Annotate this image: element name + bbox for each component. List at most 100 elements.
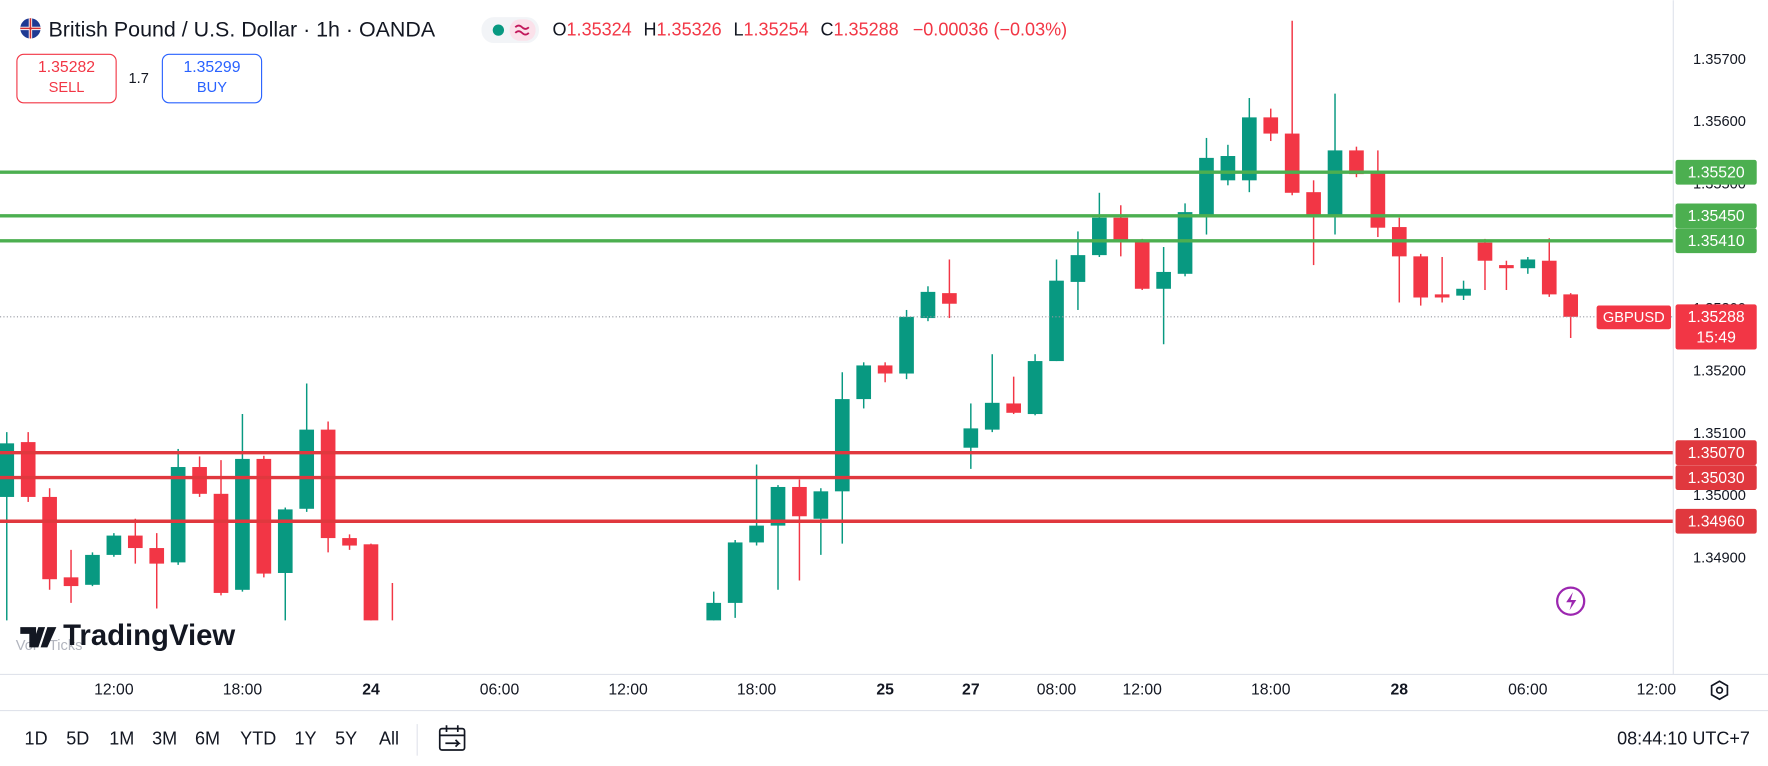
candle-body	[1177, 212, 1193, 274]
ohlc-value: 1.35324	[567, 19, 632, 39]
candle	[1027, 354, 1043, 416]
candle	[1456, 280, 1471, 300]
range-button[interactable]: 3M	[152, 729, 177, 749]
candle	[1156, 247, 1171, 345]
candle-body	[1306, 192, 1321, 216]
candle	[1477, 238, 1493, 291]
sell-button[interactable]	[16, 53, 117, 104]
candle-body	[1092, 217, 1107, 256]
ohlc-legend: O1.35324 H1.35326 L1.35254 C1.35288 −0.0…	[552, 19, 1067, 39]
level-label-box	[1675, 508, 1757, 534]
candle-body	[256, 458, 272, 574]
flag-cross-red	[20, 18, 41, 39]
watermark: Vol · Ticks TradingView	[16, 619, 236, 654]
range-button[interactable]: 6M	[195, 729, 220, 749]
last-price-label: 1.35288	[1688, 309, 1745, 326]
candle	[1284, 20, 1300, 196]
candle	[391, 582, 394, 621]
x-tick-label: 25	[876, 681, 894, 698]
logo-icon	[20, 627, 57, 648]
level-label-box	[1675, 203, 1757, 229]
candle-body	[213, 493, 229, 593]
lightning-button[interactable]	[1556, 586, 1586, 616]
range-button[interactable]: All	[379, 729, 399, 749]
candle	[1541, 238, 1557, 297]
buy-price: 1.35299	[183, 59, 240, 76]
candle	[363, 543, 379, 621]
candle	[320, 421, 336, 553]
x-tick-label: 08:00	[1037, 681, 1077, 698]
range-button[interactable]: 5Y	[335, 729, 357, 749]
candle-body	[1499, 265, 1514, 269]
candle	[299, 383, 315, 512]
calendar-icon	[439, 725, 465, 748]
range-button[interactable]: YTD	[240, 729, 276, 749]
candle-body	[42, 496, 57, 580]
candle-body	[1006, 403, 1021, 413]
candle-body	[984, 402, 1000, 430]
candle	[63, 549, 79, 603]
x-tick-label: 06:00	[480, 681, 520, 698]
candle	[213, 460, 229, 596]
range-button[interactable]: 1Y	[295, 729, 317, 749]
candle-body	[1477, 242, 1493, 261]
x-tick-label: 18:00	[737, 681, 777, 698]
candle	[0, 432, 15, 621]
range-button[interactable]: 1M	[109, 729, 134, 749]
candle	[1434, 256, 1450, 303]
symbol-title: British Pound / U.S. Dollar · 1h · OANDA	[48, 17, 435, 41]
candle-body	[1241, 117, 1257, 181]
settings-icon	[1715, 686, 1724, 694]
buy-button[interactable]	[161, 53, 263, 104]
candle-body	[192, 467, 207, 494]
candle-body	[0, 443, 15, 497]
ohlc-value: 1.35254	[744, 19, 809, 39]
calendar-button[interactable]	[438, 727, 466, 751]
candle-body	[920, 291, 936, 319]
candle	[1306, 180, 1321, 266]
candle	[1070, 231, 1086, 310]
y-tick-label: 1.35600	[1693, 114, 1746, 130]
range-button[interactable]: 5D	[66, 729, 89, 749]
candle	[1563, 293, 1579, 339]
header: British Pound / U.S. Dollar · 1h · OANDA…	[20, 17, 1067, 44]
candle	[920, 286, 936, 322]
candle	[856, 362, 872, 409]
ohlc-label: C	[820, 19, 833, 39]
level-label: 1.35070	[1688, 445, 1745, 462]
x-tick-label: 06:00	[1508, 681, 1548, 698]
candle-body	[1027, 361, 1043, 415]
level-label-box	[1675, 465, 1757, 491]
overlay: 1.349001.350001.351001.352001.353001.355…	[0, 52, 1757, 698]
candle	[42, 488, 57, 590]
candle-body	[942, 293, 957, 304]
x-tick-label: 12:00	[94, 681, 134, 698]
candle-body	[1520, 259, 1536, 269]
ohlc-value: 1.35288	[834, 19, 899, 39]
y-tick-label: 1.34900	[1693, 551, 1746, 567]
candle	[1263, 108, 1279, 142]
candle-body	[877, 365, 893, 374]
candle	[942, 259, 957, 319]
candle	[1370, 150, 1386, 238]
buy-label: BUY	[197, 80, 227, 96]
range-button[interactable]: 1D	[25, 729, 48, 749]
candle-body	[63, 577, 79, 587]
candle-body	[770, 486, 786, 526]
y-tick-label: 1.35700	[1693, 52, 1746, 68]
candle	[277, 507, 293, 621]
candle-body	[813, 491, 829, 519]
candle-body	[749, 525, 764, 543]
candle-body	[106, 535, 122, 555]
settings-button[interactable]	[1710, 680, 1729, 701]
candle	[1327, 93, 1343, 235]
candle-body	[1541, 260, 1557, 295]
candle-body	[899, 316, 914, 374]
candle-body	[20, 442, 36, 497]
candle-body	[1284, 133, 1300, 193]
candle-body	[727, 542, 743, 603]
x-tick-label: 18:00	[1251, 681, 1291, 698]
candle	[1520, 256, 1536, 274]
